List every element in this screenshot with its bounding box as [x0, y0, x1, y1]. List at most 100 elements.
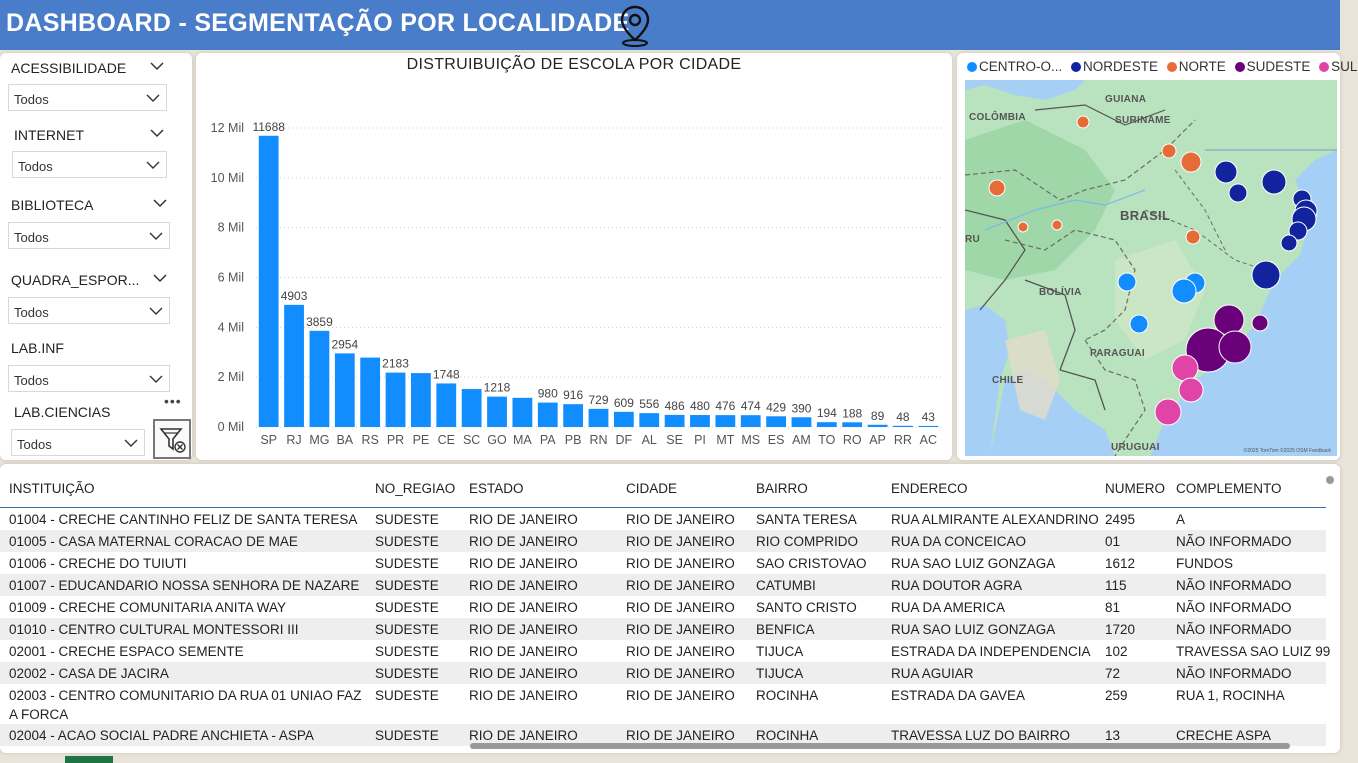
- bar-data-label: 980: [538, 387, 558, 401]
- bar[interactable]: [436, 383, 457, 427]
- table-cell: ESTRADA DA INDEPENDENCIA: [891, 644, 1091, 659]
- bar[interactable]: [411, 373, 431, 427]
- map-canvas[interactable]: GUIANA SURINAME COLÔMBIA BRASIL RU BOLÍV…: [965, 80, 1337, 456]
- bar[interactable]: [842, 422, 863, 427]
- table-cell: SUDESTE: [375, 556, 439, 571]
- table-cell: RIO DE JANEIRO: [626, 666, 735, 681]
- slicers-panel: ACESSIBILIDADE Todos INTERNET Todos BIBL…: [0, 53, 192, 460]
- bar[interactable]: [639, 413, 660, 427]
- column-header-cidade[interactable]: CIDADE: [626, 481, 678, 496]
- table-row[interactable]: 01004 - CRECHE CANTINHO FELIZ DE SANTA T…: [0, 508, 1326, 530]
- chevron-down-icon[interactable]: [153, 273, 167, 283]
- bar[interactable]: [309, 330, 330, 427]
- bar[interactable]: [284, 304, 304, 427]
- slicer-quadra-title: QUADRA_ESPOR...: [11, 272, 140, 288]
- table-row[interactable]: 01007 - EDUCANDARIO NOSSA SENHORA DE NAZ…: [0, 574, 1326, 596]
- clear-filter-button[interactable]: [153, 419, 191, 459]
- table-cell: SUDESTE: [375, 728, 439, 743]
- table-row[interactable]: 01006 - CRECHE DO TUIUTI SUDESTE RIO DE JA…: [0, 552, 1326, 574]
- bar-chart: 0 Mil 2 Mil 4 Mil 6 Mil 8 Mil 10 Mil 12 Mil 116…: [211, 120, 941, 447]
- table-row[interactable]: 02002 - CASA DE JACIRA SUDESTE RIO DE JANE…: [0, 662, 1326, 684]
- bar-data-label: 43: [922, 410, 936, 424]
- bar[interactable]: [512, 397, 533, 427]
- column-header-estado[interactable]: ESTADO: [469, 481, 524, 496]
- map-legend: CENTRO-O... NORDESTE NORTE SUDESTE SUL: [967, 59, 1358, 74]
- vertical-scrollbar[interactable]: [1326, 476, 1334, 484]
- bar[interactable]: [740, 415, 761, 427]
- bar[interactable]: [715, 415, 736, 427]
- table-cell: SUDESTE: [375, 644, 439, 659]
- bar[interactable]: [385, 372, 406, 427]
- table-cell: RUA DA CONCEICAO: [891, 534, 1027, 549]
- chevron-down-icon: [149, 307, 163, 315]
- table-cell: SAO CRISTOVAO: [756, 556, 867, 571]
- bar[interactable]: [766, 416, 786, 427]
- slicer-quadra-dropdown[interactable]: Todos: [8, 297, 170, 324]
- table-cell: CRECHE ASPA: [1176, 728, 1272, 743]
- bar[interactable]: [563, 404, 584, 427]
- chevron-down-icon[interactable]: [150, 61, 164, 71]
- legend-item-norte[interactable]: NORTE: [1166, 59, 1226, 74]
- horizontal-scrollbar[interactable]: [470, 743, 1290, 749]
- bar[interactable]: [537, 402, 558, 427]
- bar[interactable]: [360, 357, 381, 427]
- table-row[interactable]: 01009 - CRECHE COMUNITARIA ANITA WAY SUDE…: [0, 596, 1326, 618]
- table-cell: RIO DE JANEIRO: [469, 728, 578, 743]
- slicer-internet-dropdown[interactable]: Todos: [12, 151, 167, 178]
- bar-data-label: 474: [741, 399, 761, 413]
- slicer-value: Todos: [14, 373, 49, 388]
- column-header-endereco[interactable]: ENDERECO: [891, 481, 968, 496]
- table-row[interactable]: 01010 - CENTRO CULTURAL MONTESSORI III SU…: [0, 618, 1326, 640]
- legend-item-nordeste[interactable]: NORDESTE: [1071, 59, 1158, 74]
- bar[interactable]: [918, 425, 939, 427]
- slicer-biblioteca-dropdown[interactable]: Todos: [8, 222, 170, 249]
- legend-item-sudeste[interactable]: SUDESTE: [1234, 59, 1310, 74]
- table-row[interactable]: 02004 - ACAO SOCIAL PADRE ANCHIETA - ASP…: [0, 724, 1326, 746]
- table-cell: 02001 - CRECHE ESPACO SEMENTE: [9, 644, 244, 659]
- slicer-acessibilidade-dropdown[interactable]: Todos: [8, 84, 167, 111]
- chevron-down-icon[interactable]: [153, 198, 167, 208]
- table-cell: NÃO INFORMADO: [1176, 534, 1292, 549]
- bar[interactable]: [461, 389, 482, 427]
- table-cell: SUDESTE: [375, 534, 439, 549]
- map-attribution[interactable]: ©2025 TomTom ©2025 OSM Feedback: [1243, 448, 1331, 454]
- chevron-down-icon: [146, 161, 160, 169]
- table-cell: 81: [1105, 600, 1121, 615]
- table-row[interactable]: 02003 - CENTRO COMUNITARIO DA RUA 01 UNI…: [0, 684, 1326, 724]
- bar[interactable]: [690, 415, 710, 427]
- column-header-complemento[interactable]: COMPLEMENTO: [1176, 481, 1282, 496]
- legend-item-centro-oeste[interactable]: CENTRO-O...: [967, 59, 1062, 74]
- table-cell: 01: [1105, 534, 1121, 549]
- bar[interactable]: [588, 408, 609, 427]
- column-header-regiao[interactable]: NO_REGIAO: [375, 481, 456, 496]
- page-tab-indicator[interactable]: [65, 756, 113, 763]
- bar-data-label: 194: [817, 406, 837, 420]
- table-cell: FUNDOS: [1176, 556, 1233, 571]
- table-cell: 2495: [1105, 512, 1136, 527]
- y-tick-label: 10 Mil: [211, 171, 244, 185]
- y-tick-label: 8 Mil: [218, 221, 244, 235]
- bar[interactable]: [791, 417, 812, 427]
- bar[interactable]: [334, 353, 355, 427]
- table-cell: RIO DE JANEIRO: [469, 534, 578, 549]
- bar[interactable]: [487, 396, 507, 427]
- bar-data-label: 3859: [306, 315, 333, 329]
- column-header-numero[interactable]: NUMERO: [1105, 481, 1165, 496]
- more-options-icon[interactable]: •••: [164, 393, 182, 409]
- table-row[interactable]: 01005 - CASA MATERNAL CORACAO DE MAE SUDE…: [0, 530, 1326, 552]
- table-row[interactable]: 02001 - CRECHE ESPACO SEMENTE SUDESTE RIO …: [0, 640, 1330, 662]
- bar[interactable]: [664, 414, 685, 427]
- slicer-labciencias-dropdown[interactable]: Todos: [11, 429, 145, 456]
- bar[interactable]: [258, 135, 279, 428]
- bar[interactable]: [613, 411, 634, 427]
- slicer-labinf-dropdown[interactable]: Todos: [8, 365, 170, 392]
- bar-data-label: 429: [766, 400, 786, 414]
- bar[interactable]: [893, 425, 913, 427]
- legend-item-sul[interactable]: SUL: [1319, 59, 1357, 74]
- column-header-instituicao[interactable]: INSTITUIÇÃO: [9, 481, 95, 496]
- bar[interactable]: [816, 422, 837, 427]
- column-header-bairro[interactable]: BAIRRO: [756, 481, 808, 496]
- table-cell: TIJUCA: [756, 644, 804, 659]
- chevron-down-icon[interactable]: [150, 128, 164, 138]
- bar[interactable]: [867, 424, 888, 427]
